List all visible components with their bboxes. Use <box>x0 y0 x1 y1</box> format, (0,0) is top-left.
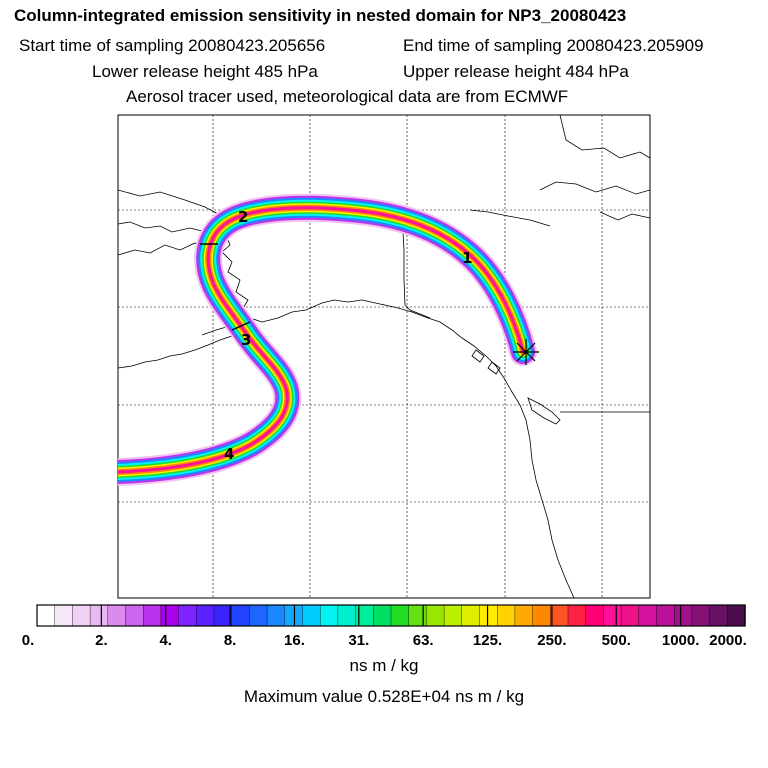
colorbar-segment <box>674 604 693 627</box>
lower-height-label: Lower release height 485 hPa <box>92 62 318 81</box>
day-marker-4: 4 <box>224 445 234 463</box>
colorbar-segment <box>514 604 534 627</box>
colorbar-segment <box>620 604 640 627</box>
day-marker-2: 2 <box>238 208 248 226</box>
colorbar-label: 4. <box>159 632 172 649</box>
release-point-star-icon <box>513 339 539 365</box>
upper-height-label: Upper release height 484 hPa <box>403 62 629 81</box>
maximum-value-label: Maximum value 0.528E+04 ns m / kg <box>243 687 525 706</box>
colorbar-frame <box>36 604 746 627</box>
colorbar-segment <box>373 604 392 627</box>
colorbar-segment <box>656 604 675 627</box>
colorbar-segment <box>337 604 357 627</box>
colorbar-segment <box>72 604 91 627</box>
colorbar-segment <box>461 604 481 627</box>
colorbar-segment <box>550 604 569 627</box>
colorbar-units: ns m / kg <box>349 656 419 675</box>
colorbar-segment <box>160 604 180 627</box>
colorbar-segment <box>709 604 728 627</box>
colorbar-segment <box>266 604 286 627</box>
colorbar-label: 2. <box>95 632 108 649</box>
colorbar-label: 31. <box>348 632 370 649</box>
colorbar-segment <box>638 604 658 627</box>
colorbar-segment <box>426 604 445 627</box>
colorbar-label: 0. <box>21 632 35 649</box>
day-marker-1: 1 <box>462 249 472 267</box>
colorbar <box>36 604 746 627</box>
colorbar-segment <box>532 604 551 627</box>
colorbar-segment <box>691 604 711 627</box>
colorbar-segment <box>142 604 162 627</box>
tracer-label: Aerosol tracer used, meteorological data… <box>126 87 569 106</box>
colorbar-label: 8. <box>223 632 237 649</box>
colorbar-segment <box>36 604 56 627</box>
colorbar-segment <box>125 604 144 627</box>
colorbar-segment <box>390 604 410 627</box>
colorbar-segment <box>54 604 74 627</box>
colorbar-segment <box>196 604 215 627</box>
colorbar-segment <box>603 604 622 627</box>
emission-plume <box>118 193 537 486</box>
colorbar-segment <box>107 604 127 627</box>
colorbar-segment <box>443 604 463 627</box>
end-time-label: End time of sampling 20080423.205909 <box>403 36 704 55</box>
colorbar-label: 1000. <box>661 632 700 649</box>
colorbar-segment <box>231 604 251 627</box>
colorbar-segment <box>178 604 198 627</box>
colorbar-segment <box>89 604 109 627</box>
day-marker-3: 3 <box>241 331 251 349</box>
colorbar-segment <box>727 604 746 627</box>
colorbar-segment <box>213 604 233 627</box>
colorbar-segment <box>249 604 268 627</box>
map-frame <box>117 114 651 599</box>
plume-band-core <box>118 206 525 474</box>
colorbar-segment <box>408 604 428 627</box>
figure-title: Column-integrated emission sensitivity i… <box>14 6 627 25</box>
colorbar-segment <box>585 604 605 627</box>
colorbar-label: 63. <box>412 632 434 649</box>
colorbar-label: 500. <box>601 632 631 649</box>
colorbar-segment <box>497 604 516 627</box>
colorbar-label: 250. <box>537 632 567 649</box>
start-time-label: Start time of sampling 20080423.205656 <box>19 36 326 55</box>
colorbar-segment <box>479 604 498 627</box>
colorbar-segment <box>567 604 587 627</box>
colorbar-major-ticks <box>100 605 682 626</box>
colorbar-segment <box>320 604 339 627</box>
colorbar-label: 16. <box>284 632 305 649</box>
colorbar-segment <box>302 604 321 627</box>
colorbar-label: 2000. <box>709 632 747 649</box>
day-ticks <box>200 243 251 331</box>
colorbar-label: 125. <box>472 632 503 649</box>
